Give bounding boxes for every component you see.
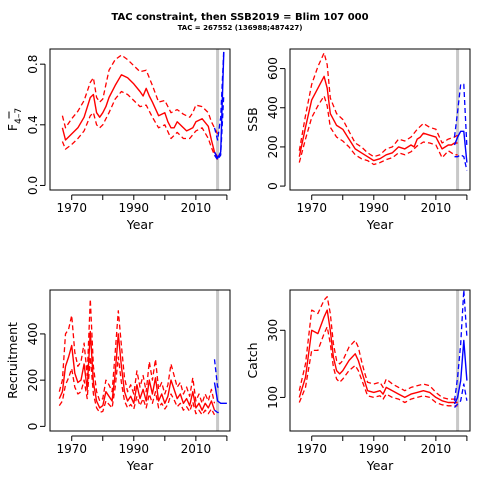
plot-frame <box>289 289 471 432</box>
x-tick-label: 2010 <box>421 201 452 215</box>
y-tick-label: 0.8 <box>26 55 40 74</box>
projection-lower-line <box>454 154 468 171</box>
x-tick-label: 2010 <box>181 442 212 456</box>
x-tick-label: 1990 <box>119 201 150 215</box>
historical-upper-line <box>298 52 458 158</box>
historical-estimate-line <box>298 75 458 162</box>
y-tick-label: 400 <box>266 96 280 119</box>
chart-panel-recruitment: 1970 1990 2010 Year 0 200 400 Recruitment <box>5 289 231 473</box>
projection-upper-line <box>213 359 221 388</box>
x-axis-label: Year <box>366 458 394 473</box>
y-axis-label-f: F4–7 <box>5 108 24 131</box>
x-axis-label: Year <box>366 217 394 232</box>
y-axis-label-recruitment: Recruitment <box>5 322 20 399</box>
x-axis-label: Year <box>126 217 154 232</box>
chart-panel-catch: 1970 1990 2010 Year 100 300 Catch <box>245 289 471 473</box>
figure-subtitle: TAC = 267552 (136988;487427) <box>178 24 303 32</box>
y-tick-label: 300 <box>266 319 280 342</box>
projection-lower-line <box>454 383 468 408</box>
y-tick-label: 0 <box>266 182 280 190</box>
plot-frame <box>289 48 471 191</box>
y-tick-label: 400 <box>26 322 40 345</box>
y-tick-label: 200 <box>26 369 40 392</box>
y-axis-label-catch: Catch <box>245 342 260 378</box>
projection-lower-line <box>213 94 225 161</box>
historical-estimate-line <box>58 330 216 411</box>
x-tick-label: 1970 <box>296 442 327 456</box>
x-tick-label: 1990 <box>359 442 390 456</box>
projection-estimate-line <box>213 382 227 404</box>
chart-panel-f: 1970 1990 2010 Year 0.0 0.4 0.8 F4–7 <box>5 48 231 232</box>
historical-estimate-line <box>61 74 219 157</box>
y-axis-label-main: SSB <box>245 107 260 131</box>
projection-lower-line <box>214 409 221 414</box>
y-tick-label: 0 <box>26 423 40 431</box>
plot-frame <box>49 48 231 191</box>
x-tick-label: 1970 <box>296 201 327 215</box>
projection-upper-line <box>453 83 468 147</box>
y-axis-label-main: F <box>5 124 20 131</box>
x-axis-label: Year <box>126 458 154 473</box>
y-axis-label-main: Recruitment <box>5 322 20 399</box>
x-tick-label: 1970 <box>56 442 87 456</box>
y-axis-label-main: Catch <box>245 342 260 378</box>
historical-estimate-line <box>298 309 458 404</box>
historical-lower-line <box>61 90 219 161</box>
historical-upper-line <box>298 296 458 400</box>
y-tick-label: 100 <box>266 386 280 409</box>
x-tick-label: 1990 <box>119 442 150 456</box>
plot-frame <box>49 289 231 432</box>
y-tick-label: 0.0 <box>26 176 40 195</box>
historical-upper-line <box>61 54 219 135</box>
projection-estimate-line <box>453 339 468 405</box>
chart-panel-ssb: 1970 1990 2010 Year 0 200 400 600 SSB <box>245 48 471 232</box>
y-tick-label: 0.4 <box>26 115 40 134</box>
y-axis-label-ssb: SSB <box>245 107 260 131</box>
x-tick-label: 2010 <box>181 201 212 215</box>
projection-estimate-line <box>453 130 468 163</box>
projection-upper-line <box>453 290 468 401</box>
historical-upper-line <box>58 298 216 404</box>
x-tick-label: 1970 <box>56 201 87 215</box>
historical-lower-line <box>298 95 458 166</box>
historical-lower-line <box>58 356 216 416</box>
historical-lower-line <box>298 326 458 407</box>
y-tick-label: 200 <box>266 135 280 158</box>
projection-estimate-line <box>213 51 225 159</box>
projection-upper-line <box>213 49 225 141</box>
y-axis-label-subscript: 4–7 <box>14 108 24 124</box>
y-tick-label: 600 <box>266 57 280 80</box>
x-tick-label: 2010 <box>421 442 452 456</box>
figure-title: TAC constraint, then SSB2019 = Blim 107 … <box>111 12 368 23</box>
x-tick-label: 1990 <box>359 201 390 215</box>
